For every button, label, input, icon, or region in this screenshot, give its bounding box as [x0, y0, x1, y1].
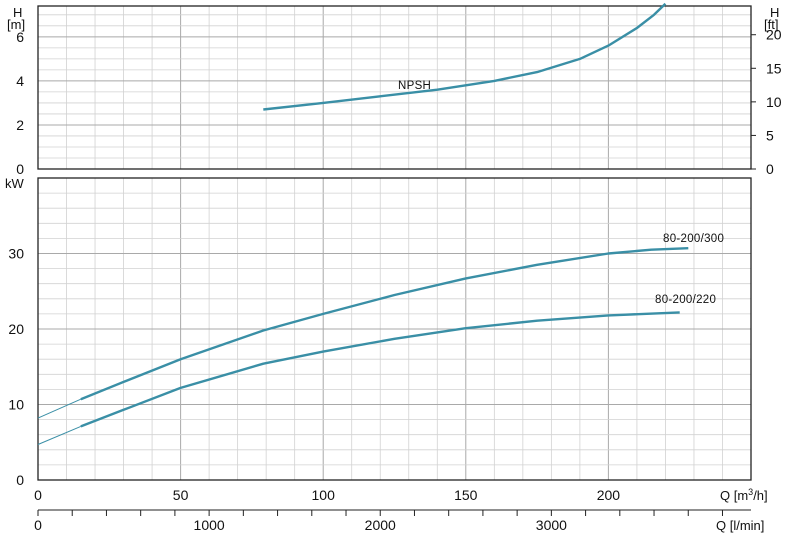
y-tick-label-m: 2: [16, 117, 24, 133]
y-tick-label-m: 0: [16, 161, 24, 177]
y-tick-label-kw: 0: [16, 472, 24, 488]
x-tick-label-m3h: 50: [173, 487, 189, 503]
x-tick-label-m3h: 0: [34, 487, 42, 503]
y-tick-label-kw: 30: [8, 246, 24, 262]
npsh-series-label: NPSH: [398, 80, 431, 92]
top-left-ylabel-h: H: [13, 5, 22, 20]
power-series-label: 80-200/300: [663, 233, 724, 245]
bottom-ylabel-kw: kW: [5, 176, 25, 191]
y-tick-label-ft: 15: [766, 60, 782, 76]
curves-layer: NPSH 80-200/300 80-200/220: [37, 2, 724, 445]
y-tick-label-ft: 0: [766, 161, 774, 177]
npsh-curve: [263, 2, 667, 111]
power-curve-extrapolation: [37, 425, 81, 445]
x2-tick-label-lmin: 1000: [194, 517, 225, 533]
power-curve-80-200/300: [80, 247, 689, 401]
y-tick-label-ft: 10: [766, 94, 782, 110]
y-tick-label-m: 6: [16, 29, 24, 45]
y-tick-label-ft: 5: [766, 127, 774, 143]
power-panel-grid: [38, 178, 751, 480]
x-axis-label-m3h: Q [m3/h]: [720, 487, 768, 503]
x2-tick-label-lmin: 3000: [536, 517, 567, 533]
power-curve-extrapolation: [37, 398, 82, 419]
x2-tick-label-lmin: 2000: [365, 517, 396, 533]
power-curve-80-200/220: [80, 311, 680, 428]
y-tick-label-ft: 20: [766, 27, 782, 43]
y-tick-label-m: 4: [16, 73, 24, 89]
top-right-ylabel-h: H: [770, 5, 779, 20]
npsh-panel-frame: [37, 5, 752, 170]
y-tick-label-kw: 10: [8, 397, 24, 413]
power-series-label: 80-200/220: [655, 294, 716, 306]
x-tick-label-m3h: 150: [454, 487, 478, 503]
top-right-ylabel-unit: [ft]: [764, 17, 778, 32]
y-tick-label-kw: 20: [8, 321, 24, 337]
x-tick-label-m3h: 100: [312, 487, 336, 503]
top-left-ylabel-unit: [m]: [7, 17, 25, 32]
x-tick-label-m3h: 200: [597, 487, 621, 503]
npsh-panel-grid: [38, 6, 751, 169]
x2-tick-label-lmin: 0: [34, 517, 42, 533]
power-panel-frame: [37, 177, 752, 481]
x-axis-label-lmin: Q [l/min]: [716, 518, 764, 533]
